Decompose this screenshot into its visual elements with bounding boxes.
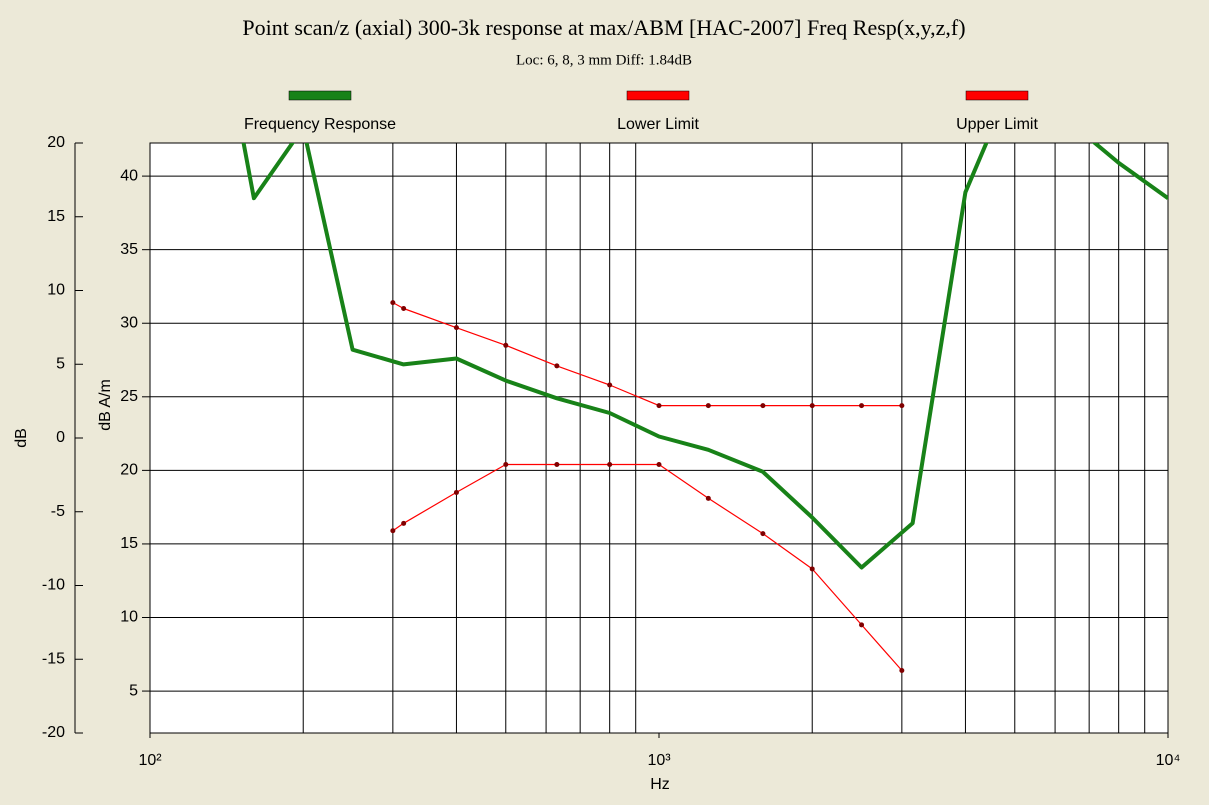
y-tick-label: 5 [56,355,65,372]
point [401,520,407,526]
legend-label: Lower Limit [617,116,699,133]
point [963,190,967,194]
y-tick-label: 15 [47,208,65,225]
point [809,566,815,572]
y-tick-label: -15 [42,650,65,667]
point [760,403,766,409]
point [1166,196,1168,200]
point [555,396,559,400]
point [607,382,613,388]
point [607,461,613,467]
point [608,411,612,415]
point [899,403,905,409]
point [401,306,407,312]
legend-swatch [965,90,1029,101]
legend-swatch [626,90,690,101]
point [252,196,256,200]
point [656,461,662,467]
y-tick-label: 20 [47,134,65,151]
point [503,461,509,467]
point [705,495,711,501]
point [911,521,915,525]
point [504,379,508,383]
point [705,403,711,409]
point [554,363,560,369]
point [899,667,905,673]
point [390,528,396,534]
y2-tick-label: 30 [120,314,138,331]
chart-subtitle: Loc: 6, 8, 3 mm Diff: 1.84dB [516,52,692,68]
point [1117,161,1121,165]
y-tick-label: -20 [42,724,65,741]
series-line [392,302,902,407]
point [503,342,509,348]
point [859,403,865,409]
series-line [392,463,903,671]
y2-tick-label: 5 [129,682,138,699]
y-tick-label: 10 [47,282,65,299]
x-axis-label: Hz [650,776,670,793]
point [402,362,406,366]
point [656,403,662,409]
y2-tick-label: 35 [120,241,138,258]
x-tick-label: 10³ [647,752,671,769]
legend-swatch [288,90,352,101]
point [1013,75,1016,78]
point [453,489,459,495]
point [706,448,710,452]
point [453,325,459,331]
point [657,435,661,439]
point [238,120,241,123]
y2-tick-label: 10 [120,609,138,626]
point [454,357,458,361]
y-tick-label: -5 [51,503,65,520]
point [760,531,766,537]
legend-label: Frequency Response [244,116,396,133]
point [761,470,765,474]
y2-tick-label: 15 [120,535,138,552]
y-tick-label: 0 [56,429,65,446]
y2-axis-label: dB A/m [97,379,114,431]
y-tick-label: -10 [42,577,65,594]
chart-title: Point scan/z (axial) 300-3k response at … [242,15,965,40]
point [809,403,815,409]
y2-tick-label: 20 [120,462,138,479]
point [860,565,864,569]
x-tick-label: 10² [138,752,162,769]
series-group [238,75,1168,673]
y2-tick-label: 25 [120,388,138,405]
x-tick-label: 10⁴ [1156,752,1181,769]
point [859,622,865,628]
y-axis-label: dB [13,428,30,448]
point [351,348,355,352]
plot-frame [149,142,1169,734]
legend-label: Upper Limit [956,116,1038,133]
point [554,461,560,467]
y2-tick-label: 40 [120,167,138,184]
point [810,515,814,519]
point [390,300,396,306]
